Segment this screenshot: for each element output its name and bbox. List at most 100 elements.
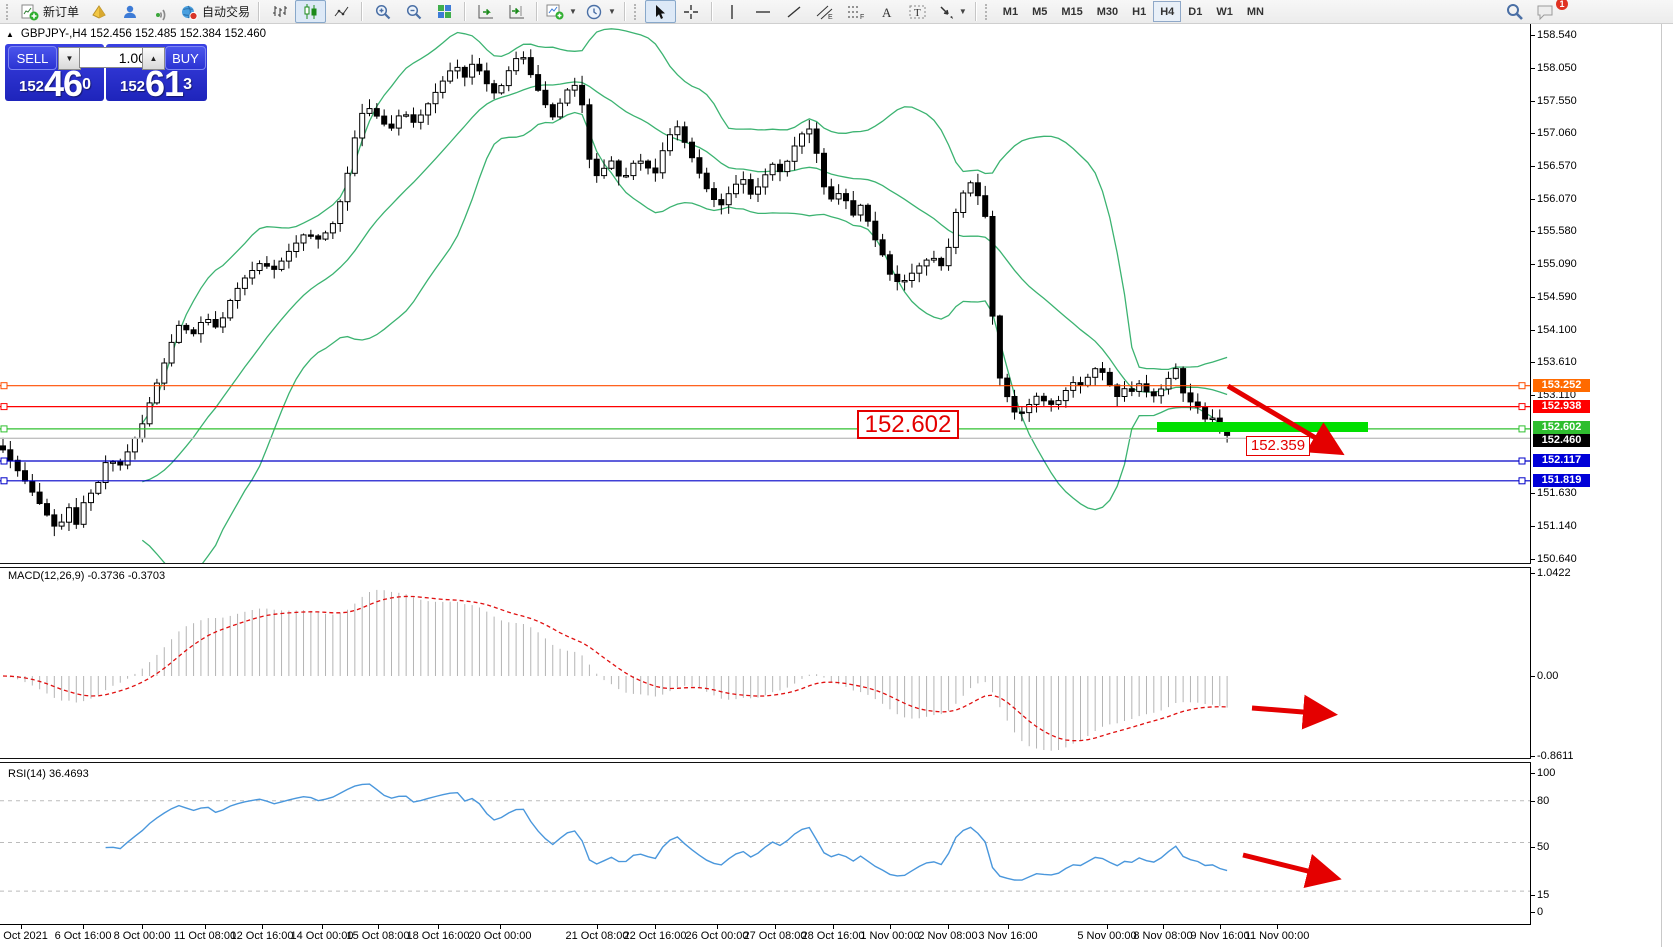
bar-chart-icon [273,6,288,17]
community-button[interactable] [114,0,145,23]
buy-button[interactable]: BUY [165,46,206,70]
timeframe-m30[interactable]: M30 [1096,5,1119,18]
zoom-in-button[interactable] [367,0,398,23]
toolbar-grip[interactable] [984,3,992,20]
candle-body [857,204,864,216]
candle-body [88,492,94,504]
annotation-arrow[interactable] [1226,383,1345,456]
price-annotation-label[interactable]: 152.359 [1246,436,1310,456]
buy-price-big: 61 [145,63,184,104]
buy-price[interactable]: 152 61 3 [106,63,206,104]
sell-price[interactable]: 152 46 0 [5,65,105,102]
tile-windows-button[interactable] [429,0,460,23]
trendline-tool[interactable] [779,0,810,23]
line-handle[interactable] [0,477,8,485]
time-axis-tick [890,925,891,929]
search-button[interactable] [1499,0,1530,23]
toolbar-grip[interactable] [633,3,641,20]
timeframe-w1[interactable]: W1 [1216,5,1233,18]
candle-body [886,254,893,275]
line-handle[interactable] [1518,403,1526,411]
autotrading-button[interactable]: 自动交易 [176,0,254,23]
line-handle[interactable] [1518,457,1526,465]
panel-splitter[interactable] [0,758,1531,763]
svg-text:T: T [914,7,921,19]
metaeditor-button[interactable] [83,0,114,23]
candle-body [1180,368,1187,394]
cursor-button[interactable] [644,0,676,23]
line-handle[interactable] [0,457,8,465]
candle-body [1040,395,1047,402]
line-handle[interactable] [0,382,8,390]
periods-button[interactable]: ▼ [581,0,620,23]
time-axis-label: 14 Oct 00:00 [290,930,354,942]
main-price-chart[interactable] [0,24,1531,564]
volume-input[interactable] [79,47,151,68]
price-level-tag: 151.819 [1533,474,1590,487]
signals-button[interactable] [145,0,176,23]
timeframe-h1[interactable]: H1 [1132,5,1147,18]
line-handle[interactable] [1518,382,1526,390]
candle-body [439,80,446,93]
candlestick-chart-button[interactable] [295,0,327,23]
panel-splitter[interactable] [0,563,1531,568]
annotation-arrow[interactable] [1251,694,1338,730]
candle-body [190,329,197,335]
candle-body [256,263,263,272]
candle-body [769,163,776,176]
line-handle[interactable] [0,425,8,433]
new-chart-button[interactable]: ▼ [542,0,581,23]
candle-body [161,362,168,384]
sell-button[interactable]: SELL [8,46,57,70]
candle-body [542,89,549,106]
price-axis-tick [1530,395,1535,396]
chart-shift-button[interactable] [501,0,532,23]
candle-body [219,317,226,328]
level-annotation-label[interactable]: 152.602 [857,410,959,439]
candle-body [1077,382,1084,386]
candle-body [799,133,805,147]
macd-indicator-chart[interactable] [0,568,1531,758]
candle-body [329,223,336,234]
timeframe-d1[interactable]: D1 [1188,5,1203,18]
rsi-indicator-chart[interactable] [0,764,1531,924]
sell-price-sup: 0 [82,76,91,93]
line-handle[interactable] [1518,425,1526,433]
candle-body [872,220,879,241]
line-handle[interactable] [0,403,8,411]
highlight-zone[interactable] [1157,422,1368,432]
timeframe-h4[interactable]: H4 [1153,1,1182,22]
crosshair-button[interactable] [676,0,707,23]
candle-body [850,200,857,216]
text-label-tool[interactable]: T [903,0,934,23]
candle-body [1018,411,1025,414]
timeframe-mn[interactable]: MN [1246,5,1264,18]
annotation-arrow[interactable] [1242,852,1342,888]
candle-body [1048,400,1055,405]
chat-button[interactable]: 1 [1530,0,1568,23]
vertical-line-tool[interactable] [717,0,748,23]
arrows-tool[interactable]: ▼ [934,0,971,23]
volume-up-button[interactable]: ▲ [142,47,165,70]
timeframe-m15[interactable]: M15 [1061,5,1083,18]
candle-body [843,193,849,202]
candle-body [300,234,307,244]
zoom-out-button[interactable] [398,0,429,23]
horizontal-line-tool[interactable] [748,0,779,23]
auto-scroll-button[interactable] [470,0,501,23]
channel-tool[interactable]: E [810,0,841,23]
rsi-axis-label: 80 [1537,795,1550,807]
text-tool[interactable]: A [872,0,903,23]
timeframe-m1[interactable]: M1 [1002,5,1019,18]
dropdown-caret-icon: ▼ [958,7,967,16]
new-order-button[interactable]: 新订单 [17,0,83,23]
bar-chart-button[interactable] [264,0,295,23]
timeframe-m5[interactable]: M5 [1032,5,1048,18]
time-axis-label: 5 Oct 2021 [0,930,48,942]
line-handle[interactable] [1518,477,1526,485]
toolbar: 新订单 自动交易 [0,0,1673,24]
line-chart-button[interactable] [326,0,357,23]
toolbar-grip[interactable] [6,3,13,20]
candle-body [278,260,285,270]
fibonacci-tool[interactable]: F [841,0,872,23]
